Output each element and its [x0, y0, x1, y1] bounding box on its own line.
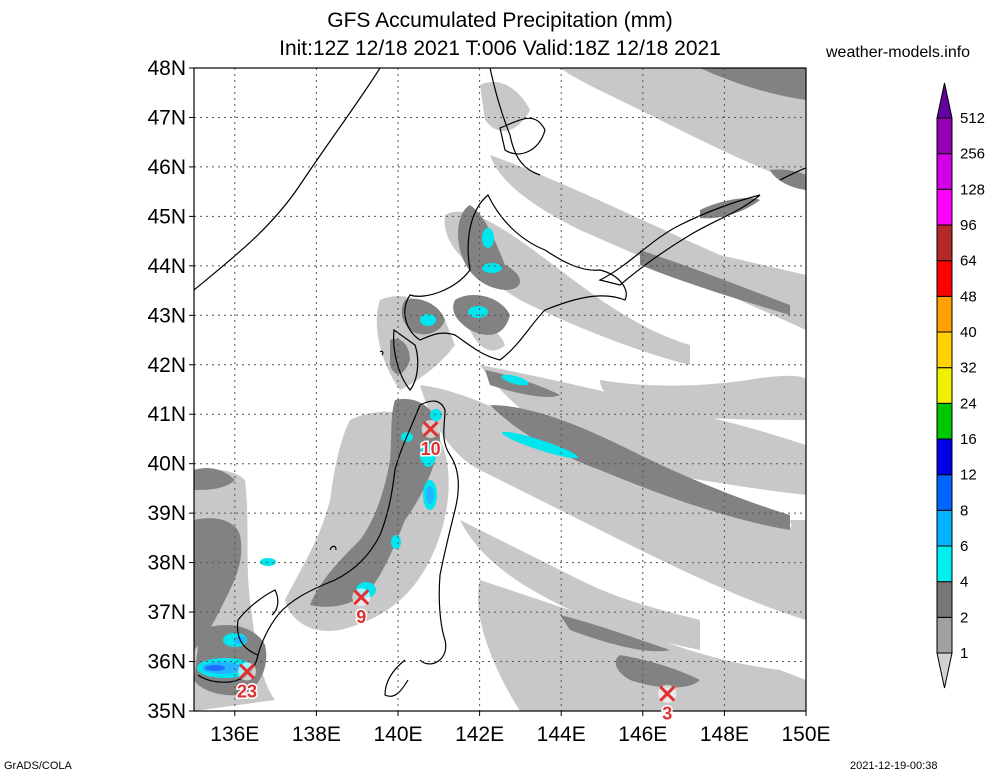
colorbar-label: 96	[960, 217, 977, 234]
lat-label: 44N	[147, 255, 186, 278]
colorbar-swatch	[936, 545, 953, 583]
lat-label: 39N	[147, 502, 186, 525]
lat-label: 40N	[147, 453, 186, 476]
colorbar-swatch	[936, 188, 953, 226]
colorbar-label: 6	[960, 538, 968, 555]
colorbar-swatch	[936, 153, 953, 190]
colorbar-swatch	[936, 474, 953, 511]
lat-label: 35N	[147, 700, 186, 723]
footer-timestamp: 2021-12-19-00:38	[850, 760, 938, 772]
site-credit: weather-models.info	[826, 44, 971, 61]
colorbar-label: 8	[960, 502, 968, 519]
lon-label: 142E	[455, 723, 504, 746]
lon-label: 140E	[373, 723, 422, 746]
lon-label: 144E	[537, 723, 586, 746]
colorbar-label: 24	[960, 395, 977, 412]
colorbar-swatch	[936, 509, 953, 547]
lon-label: 138E	[292, 723, 341, 746]
footer-software: GrADS/COLA	[4, 760, 72, 772]
station-marker: 10	[419, 420, 442, 461]
colorbar-swatch	[936, 295, 953, 333]
lat-label: 37N	[147, 601, 186, 624]
colorbar-upper-arrow	[936, 82, 953, 119]
colorbar-label: 2	[960, 609, 968, 626]
station-markers: 23 9 10 3	[236, 420, 677, 725]
station-marker: 23	[236, 662, 259, 703]
lon-label: 146E	[618, 723, 667, 746]
axis-ticks	[189, 67, 807, 716]
station-marker: 3	[658, 684, 677, 725]
colorbar-swatch	[936, 367, 953, 404]
lon-label: 150E	[781, 723, 830, 746]
chart-title-line1: GFS Accumulated Precipitation (mm)	[327, 9, 673, 32]
lat-label: 46N	[147, 156, 186, 179]
colorbar-label: 12	[960, 467, 977, 484]
colorbar-swatch	[936, 224, 953, 262]
station-value-label: 10	[421, 439, 441, 459]
colorbar-swatch	[936, 260, 953, 297]
colorbar-label: 32	[960, 360, 977, 377]
colorbar-swatch	[936, 581, 953, 618]
lat-label: 48N	[147, 57, 186, 80]
colorbar-label: 1	[960, 645, 968, 662]
station-value-label: 9	[356, 607, 366, 627]
precipitation-field	[194, 68, 806, 711]
longitude-labels: 136E 138E 140E 142E 144E 146E 148E 150E	[210, 723, 830, 746]
colorbar-label: 16	[960, 431, 977, 448]
station-value-label: 23	[237, 681, 257, 701]
colorbar-swatch	[936, 402, 953, 440]
graticule	[194, 68, 806, 711]
colorbar-label: 4	[960, 574, 968, 591]
lat-label: 45N	[147, 205, 186, 228]
lat-label: 38N	[147, 552, 186, 575]
map-frame	[193, 67, 807, 712]
colorbar-lower-arrow	[936, 652, 953, 689]
lat-label: 42N	[147, 354, 186, 377]
colorbar-swatch	[936, 438, 953, 476]
station-value-label: 3	[662, 704, 672, 724]
lat-label: 43N	[147, 304, 186, 327]
colorbar-swatch	[936, 117, 953, 155]
colorbar-label: 48	[960, 288, 977, 305]
station-marker: 9	[352, 588, 371, 629]
colorbar-label: 64	[960, 253, 977, 270]
chart-title-line2: Init:12Z 12/18 2021 T:006 Valid:18Z 12/1…	[279, 37, 721, 60]
colorbar-label: 128	[960, 181, 985, 198]
lat-label: 41N	[147, 403, 186, 426]
colorbar-label: 256	[960, 146, 985, 163]
colorbar-label: 40	[960, 324, 977, 341]
lat-label: 36N	[147, 651, 186, 674]
latitude-labels: 48N 47N 46N 45N 44N 43N 42N 41N 40N 39N 38N 37N 36N 3…	[147, 57, 186, 723]
lat-label: 47N	[147, 106, 186, 129]
lon-label: 136E	[210, 723, 259, 746]
colorbar-label: 512	[960, 110, 985, 127]
lon-label: 148E	[700, 723, 749, 746]
colorbar-swatch	[936, 616, 953, 654]
colorbar-swatch	[936, 331, 953, 369]
